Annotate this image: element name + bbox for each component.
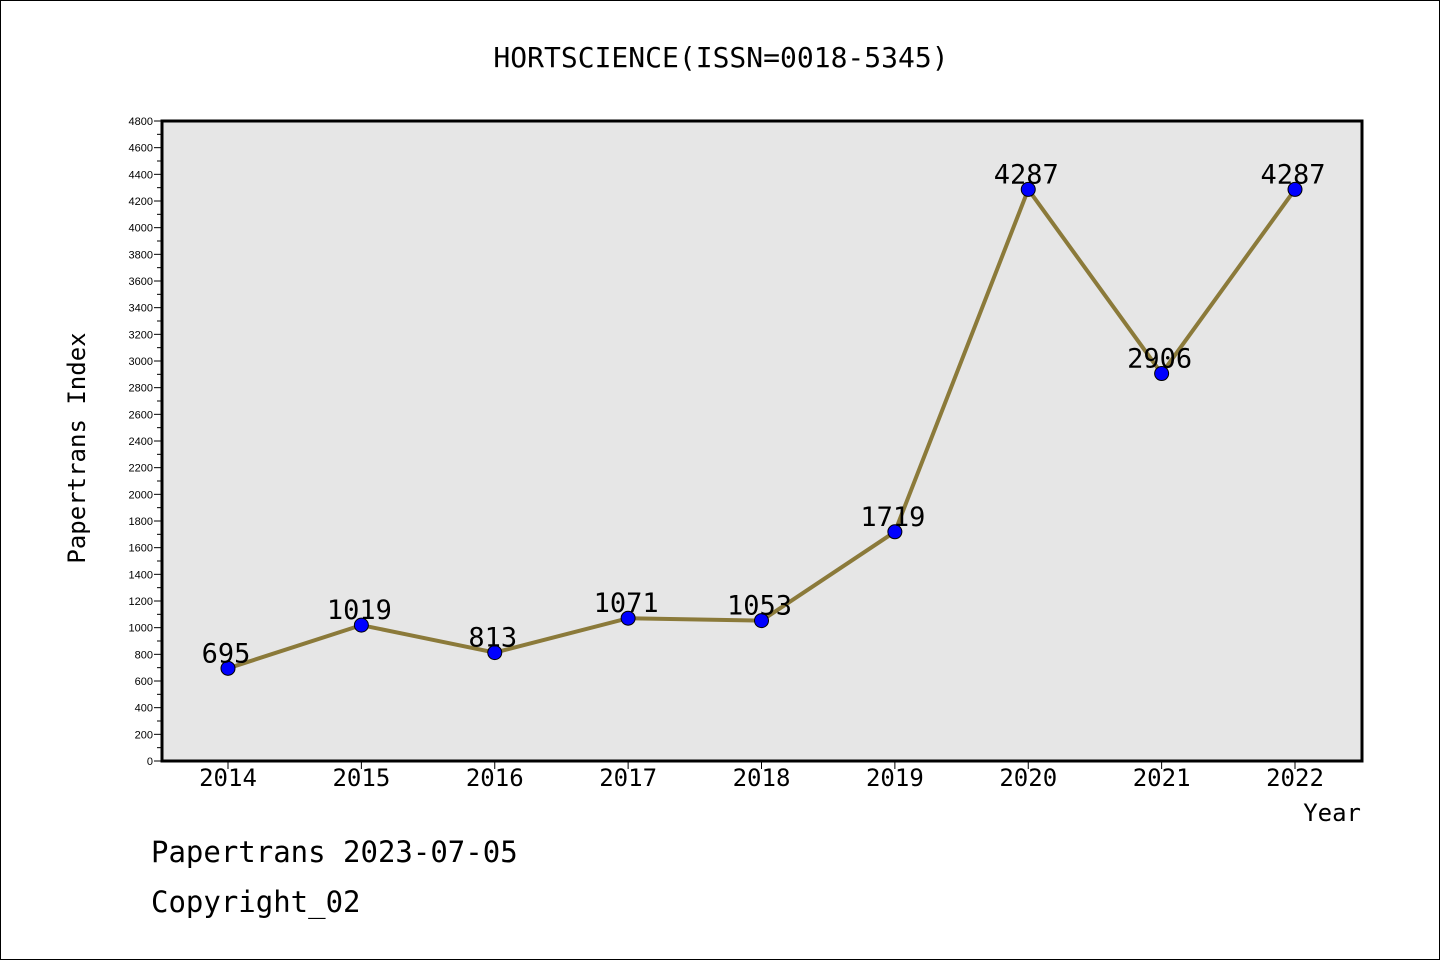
data-label: 1019 bbox=[327, 595, 392, 626]
footer-date: Papertrans 2023-07-05 bbox=[151, 835, 518, 869]
x-tick-label: 2019 bbox=[866, 764, 924, 792]
x-tick-label: 2017 bbox=[599, 764, 657, 792]
data-point bbox=[754, 613, 769, 629]
x-tick-label: 2020 bbox=[999, 764, 1057, 792]
data-label: 695 bbox=[202, 638, 251, 669]
data-point bbox=[887, 524, 903, 540]
y-tick-label: 800 bbox=[135, 649, 153, 661]
y-tick-label: 4800 bbox=[129, 116, 153, 128]
y-tick-label: 1400 bbox=[129, 569, 153, 581]
data-label: 1071 bbox=[594, 588, 659, 619]
x-tick-label: 2015 bbox=[332, 764, 390, 792]
data-label: 1053 bbox=[727, 591, 792, 622]
x-tick-label: 2021 bbox=[1133, 764, 1191, 792]
y-tick-label: 1200 bbox=[129, 596, 153, 608]
y-tick-label: 2400 bbox=[129, 436, 153, 448]
y-tick-label: 3200 bbox=[129, 329, 153, 341]
y-tick-label: 600 bbox=[135, 676, 153, 688]
y-tick-label: 3400 bbox=[129, 303, 153, 315]
data-point bbox=[1287, 181, 1303, 197]
y-tick-label: 1800 bbox=[129, 516, 153, 528]
plot-area bbox=[160, 119, 1364, 763]
y-tick-label: 2800 bbox=[129, 383, 153, 395]
y-tick-label: 3600 bbox=[129, 276, 153, 288]
data-label: 2906 bbox=[1127, 344, 1192, 375]
y-tick-label: 200 bbox=[135, 729, 153, 741]
data-label: 1719 bbox=[860, 502, 925, 533]
data-point bbox=[353, 617, 369, 633]
y-tick-label: 3000 bbox=[129, 356, 153, 368]
y-tick-label: 4400 bbox=[129, 169, 153, 181]
y-tick-label: 4000 bbox=[129, 223, 153, 235]
series-group bbox=[220, 181, 1303, 676]
y-tick-label: 0 bbox=[147, 756, 153, 768]
y-tick-label: 4600 bbox=[129, 143, 153, 155]
y-tick-label: 1000 bbox=[129, 623, 153, 635]
data-point bbox=[1020, 181, 1036, 197]
y-tick-label: 400 bbox=[135, 703, 153, 715]
y-tick-label: 3800 bbox=[129, 249, 153, 261]
y-tick-label: 2200 bbox=[129, 463, 153, 475]
y-axis-ticks: 0 200 400 600 800 1000 1200 1400 1600 1800 2000 220… bbox=[129, 116, 162, 768]
x-axis-title: Year bbox=[1303, 799, 1361, 827]
x-tick-label: 2014 bbox=[199, 764, 257, 792]
y-tick-label: 2600 bbox=[129, 409, 153, 421]
y-tick-label: 2000 bbox=[129, 489, 153, 501]
data-point bbox=[1154, 366, 1170, 382]
data-point bbox=[487, 645, 503, 661]
x-tick-label: 2016 bbox=[466, 764, 524, 792]
x-tick-label: 2022 bbox=[1266, 764, 1324, 792]
y-tick-label: 4200 bbox=[129, 196, 153, 208]
data-label: 4287 bbox=[1260, 159, 1325, 190]
data-point bbox=[620, 610, 636, 626]
y-tick-label: 1600 bbox=[129, 543, 153, 555]
data-point bbox=[220, 660, 236, 676]
data-labels-group: 695 1019 813 1071 1053 1719 4287 2906 4287 bbox=[202, 159, 1326, 669]
chart-title: HORTSCIENCE(ISSN=0018-5345) bbox=[493, 41, 948, 74]
y-axis-title: Papertrans Index bbox=[63, 332, 91, 563]
data-label: 4287 bbox=[994, 159, 1059, 190]
x-tick-label: 2018 bbox=[733, 764, 791, 792]
footer-copyright: Copyright_02 bbox=[151, 885, 361, 919]
data-label: 813 bbox=[468, 623, 517, 654]
x-axis-ticks: 2014 2015 2016 2017 2018 2019 2020 2021 2022 bbox=[199, 761, 1324, 792]
